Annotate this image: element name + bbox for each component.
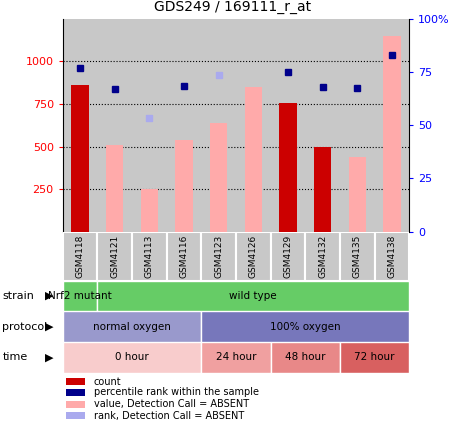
Bar xyxy=(132,19,166,232)
Bar xyxy=(63,281,98,311)
Bar xyxy=(271,342,340,373)
Bar xyxy=(201,342,271,373)
Text: ▶: ▶ xyxy=(45,352,53,363)
Bar xyxy=(279,103,297,232)
Text: GSM4132: GSM4132 xyxy=(318,235,327,278)
Bar xyxy=(175,140,193,232)
Bar xyxy=(63,19,98,232)
Text: 48 hour: 48 hour xyxy=(285,352,326,363)
Text: strain: strain xyxy=(2,291,34,301)
Bar xyxy=(271,19,305,232)
Bar xyxy=(201,19,236,232)
Bar xyxy=(349,157,366,232)
Bar xyxy=(201,232,236,281)
Text: percentile rank within the sample: percentile rank within the sample xyxy=(94,387,259,397)
Text: GSM4113: GSM4113 xyxy=(145,235,154,278)
Text: Nrf2 mutant: Nrf2 mutant xyxy=(48,291,112,301)
Bar xyxy=(106,145,123,232)
Text: ▶: ▶ xyxy=(45,291,53,301)
Text: normal oxygen: normal oxygen xyxy=(93,322,171,332)
Text: ▶: ▶ xyxy=(45,322,53,332)
Bar xyxy=(98,19,132,232)
Text: rank, Detection Call = ABSENT: rank, Detection Call = ABSENT xyxy=(94,411,244,421)
Bar xyxy=(305,232,340,281)
Bar xyxy=(66,412,85,419)
Text: 24 hour: 24 hour xyxy=(216,352,256,363)
Bar xyxy=(132,232,166,281)
Bar xyxy=(98,232,132,281)
Bar xyxy=(141,189,158,232)
Bar xyxy=(66,401,85,408)
Bar xyxy=(166,19,201,232)
Text: time: time xyxy=(2,352,27,363)
Text: GSM4123: GSM4123 xyxy=(214,235,223,278)
Text: GSM4121: GSM4121 xyxy=(110,235,119,278)
Bar xyxy=(374,19,409,232)
Text: 72 hour: 72 hour xyxy=(354,352,395,363)
Bar xyxy=(66,378,85,385)
Bar xyxy=(201,311,409,342)
Bar xyxy=(66,389,85,396)
Text: 100% oxygen: 100% oxygen xyxy=(270,322,340,332)
Bar xyxy=(63,232,98,281)
Bar xyxy=(340,232,374,281)
Bar xyxy=(72,85,89,232)
Text: GSM4118: GSM4118 xyxy=(76,235,85,278)
Bar xyxy=(271,232,305,281)
Text: GSM4126: GSM4126 xyxy=(249,235,258,278)
Text: value, Detection Call = ABSENT: value, Detection Call = ABSENT xyxy=(94,399,249,409)
Text: GDS249 / 169111_r_at: GDS249 / 169111_r_at xyxy=(154,0,311,14)
Bar xyxy=(314,147,331,232)
Bar xyxy=(63,311,201,342)
Text: GSM4129: GSM4129 xyxy=(284,235,292,278)
Text: GSM4116: GSM4116 xyxy=(179,235,188,278)
Bar xyxy=(210,123,227,232)
Bar xyxy=(63,342,201,373)
Text: GSM4138: GSM4138 xyxy=(387,235,396,278)
Text: count: count xyxy=(94,377,121,386)
Bar xyxy=(375,232,409,281)
Bar xyxy=(383,36,400,232)
Bar xyxy=(305,19,340,232)
Bar xyxy=(236,19,271,232)
Text: protocol: protocol xyxy=(2,322,47,332)
Bar xyxy=(167,232,201,281)
Bar xyxy=(236,232,271,281)
Bar xyxy=(245,87,262,232)
Text: 0 hour: 0 hour xyxy=(115,352,149,363)
Text: GSM4135: GSM4135 xyxy=(353,235,362,278)
Bar xyxy=(340,342,409,373)
Text: wild type: wild type xyxy=(230,291,277,301)
Bar xyxy=(340,19,374,232)
